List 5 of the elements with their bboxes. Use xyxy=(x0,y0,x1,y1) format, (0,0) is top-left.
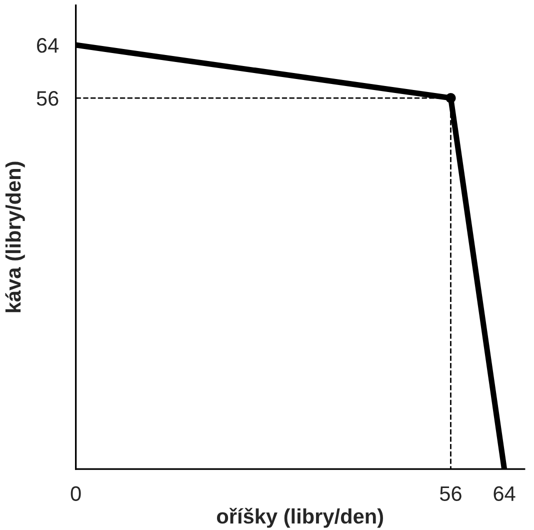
x-tick-label: 56 xyxy=(440,486,462,502)
y-axis-title: káva (libry/den) xyxy=(5,162,25,312)
x-tick-label: 0 xyxy=(70,486,81,502)
x-axis-title: oříšky (libry/den) xyxy=(216,508,384,528)
x-tick-label: 64 xyxy=(494,486,516,502)
